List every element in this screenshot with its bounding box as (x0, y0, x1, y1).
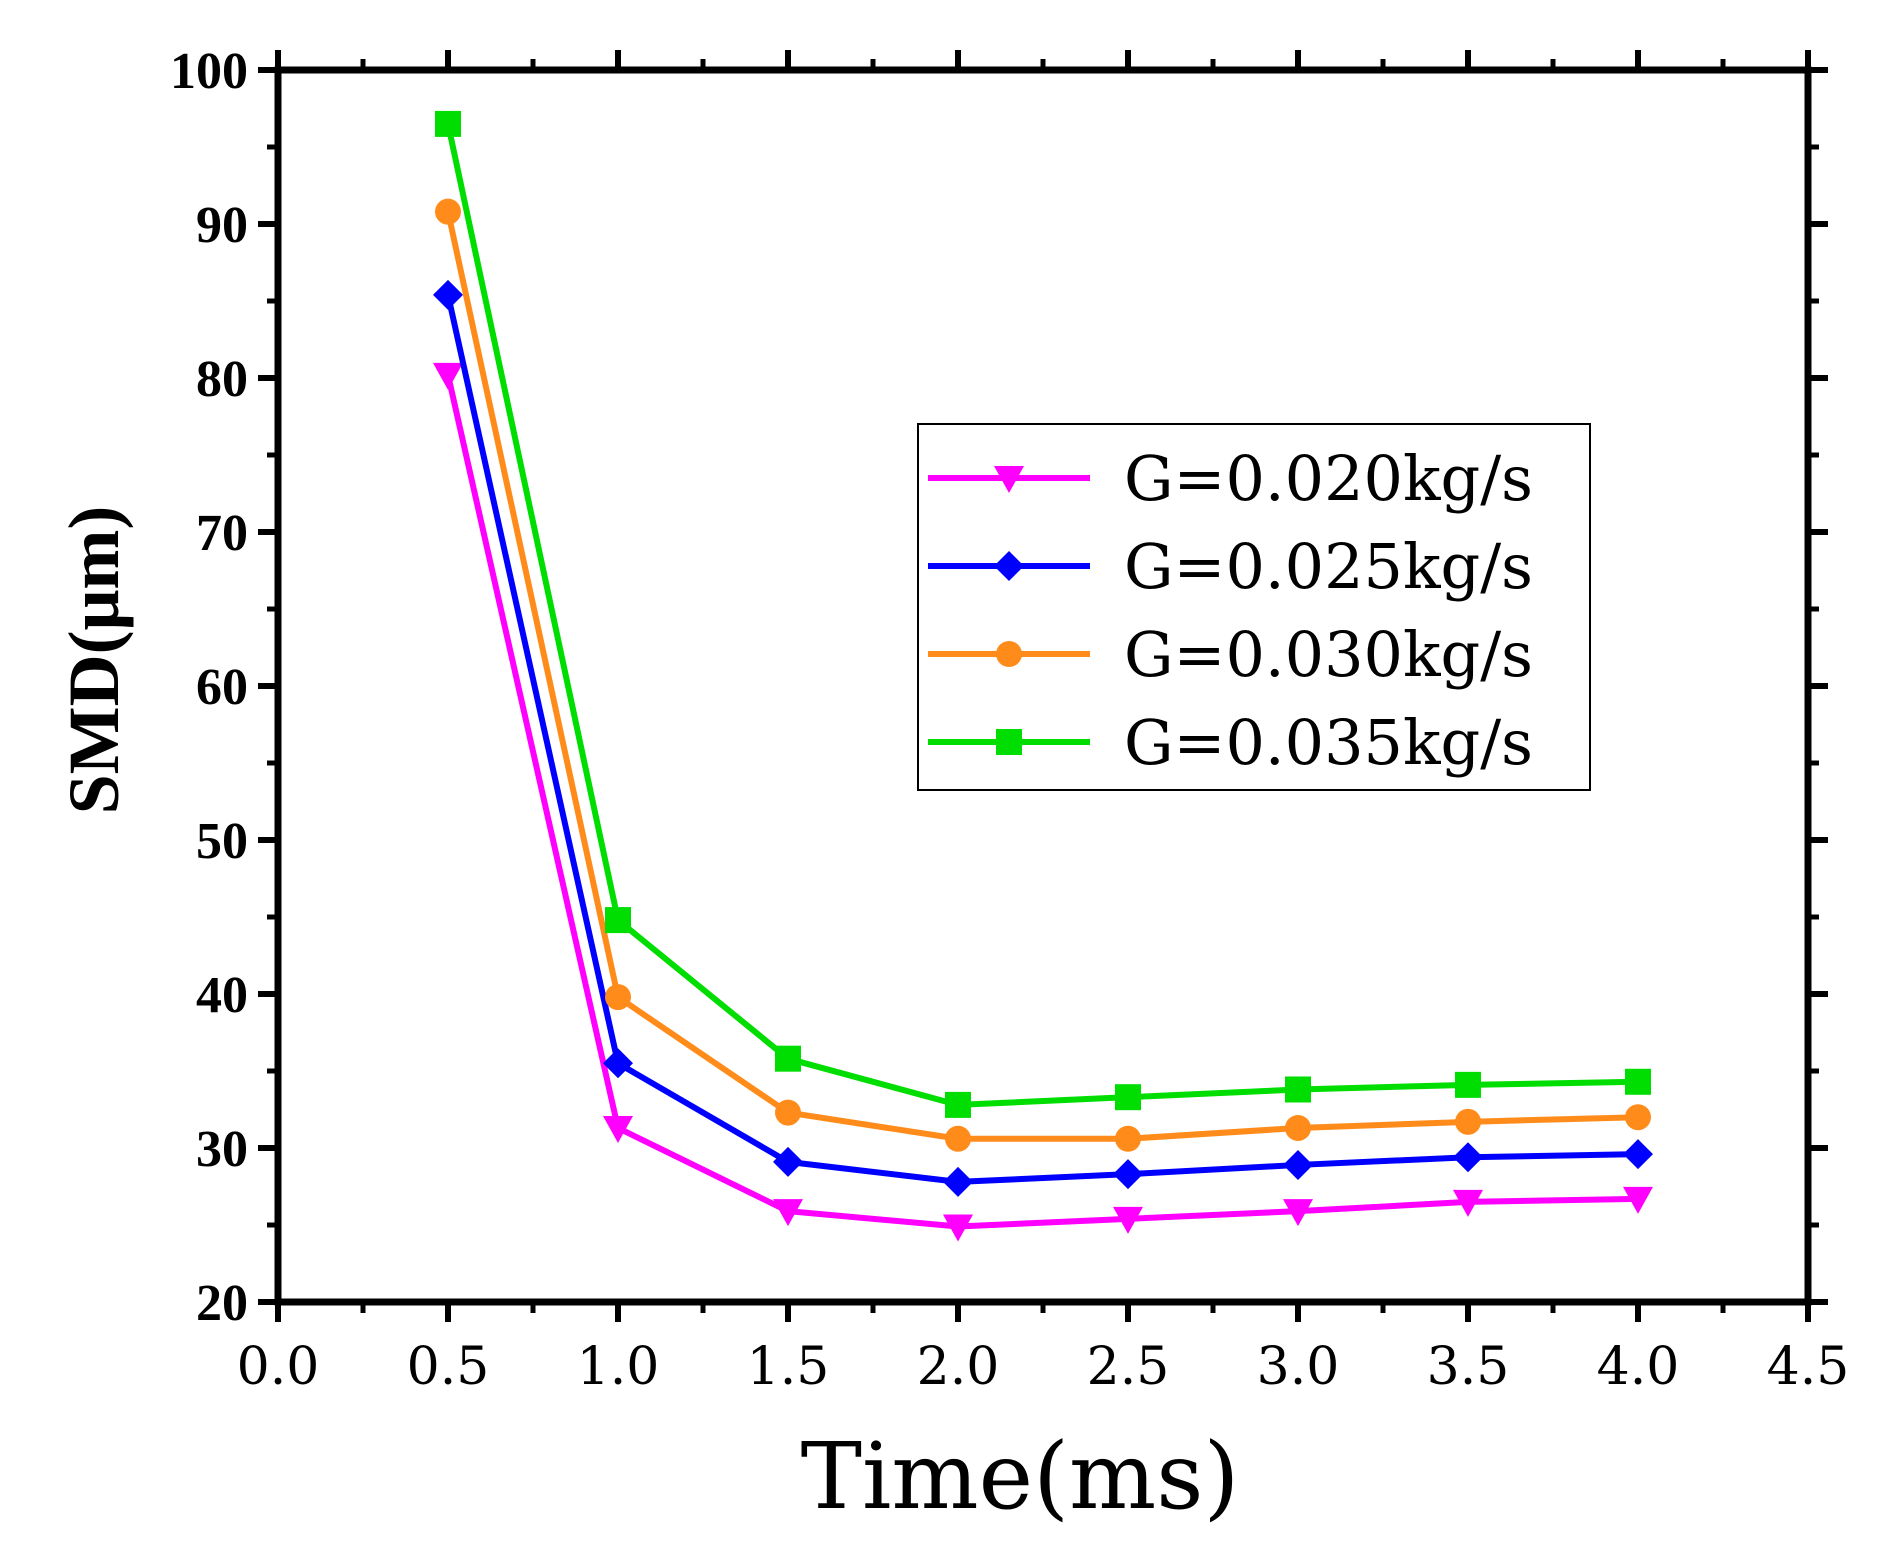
data-point (1113, 1159, 1143, 1190)
legend-label: G=0.035kg/s (1124, 706, 1533, 779)
legend-box (917, 423, 1591, 791)
axes: 0.0 0.5 1.0 1.5 2.0 2.5 3.0 3.5 4.0 4.5 20 30 40 50 60… (170, 43, 1849, 1397)
data-point (1453, 1189, 1483, 1217)
y-axis-label: SMD(μm) (54, 506, 134, 815)
legend-label: G=0.030kg/s (1124, 618, 1533, 691)
y-tick-label: 40 (196, 967, 248, 1024)
legend: G=0.020kg/s G=0.025kg/s G=0.030kg/s G=0.035… (917, 423, 1591, 791)
legend-entry: G=0.035kg/s (928, 706, 1533, 779)
legend-label: G=0.020kg/s (1124, 442, 1533, 515)
x-tick-label: 0.0 (237, 1337, 320, 1397)
data-point (945, 1125, 971, 1152)
data-point (1625, 1104, 1651, 1131)
x-tick-label: 4.0 (1597, 1337, 1680, 1397)
series-3 (435, 198, 1651, 1152)
y-tick-label: 90 (196, 197, 248, 254)
data-point (1285, 1076, 1311, 1103)
data-point (1623, 1139, 1653, 1170)
data-point (1283, 1149, 1313, 1180)
series-1 (433, 362, 1653, 1242)
y-tick-label: 30 (196, 1121, 248, 1178)
x-tick-label: 2.0 (917, 1337, 1000, 1397)
data-point (1115, 1084, 1141, 1111)
data-point (943, 1166, 973, 1197)
series-line (445, 211, 1639, 1142)
legend-entry: G=0.030kg/s (928, 618, 1533, 691)
y-tick-label: 80 (196, 351, 248, 408)
legend-marker (994, 466, 1024, 493)
data-point (605, 984, 631, 1011)
data-point (1453, 1142, 1483, 1173)
data-point (1623, 1186, 1653, 1214)
x-tick-label: 1.0 (577, 1337, 660, 1397)
data-point (1625, 1068, 1651, 1095)
series-line (445, 374, 1639, 1230)
series-line (445, 123, 1639, 1108)
y-tick-label: 20 (196, 1275, 248, 1332)
x-tick-label: 0.5 (407, 1337, 490, 1397)
legend-entry: G=0.020kg/s (928, 442, 1533, 515)
data-point (435, 110, 461, 137)
data-point (603, 1115, 633, 1143)
legend-marker (996, 729, 1022, 755)
data-point (433, 362, 463, 390)
data-point (433, 279, 463, 310)
series-4 (435, 110, 1651, 1118)
legend-entry: G=0.025kg/s (928, 530, 1533, 603)
data-point (1115, 1125, 1141, 1152)
data-point (435, 198, 461, 225)
data-point (605, 907, 631, 934)
series-2 (433, 279, 1653, 1197)
legend-label: G=0.025kg/s (1124, 530, 1533, 603)
data-point (1113, 1206, 1143, 1234)
series-line (445, 294, 1639, 1185)
x-tick-label: 1.5 (747, 1337, 830, 1397)
x-tick-label: 3.0 (1257, 1337, 1340, 1397)
data-point (1455, 1071, 1481, 1098)
x-axis-label: Time(ms) (801, 1423, 1240, 1530)
data-point (1455, 1108, 1481, 1135)
data-point (603, 1048, 633, 1079)
y-tick-label: 60 (196, 659, 248, 716)
data-point (1283, 1199, 1313, 1227)
x-tick-label: 3.5 (1427, 1337, 1510, 1397)
y-tick-label: 50 (196, 813, 248, 870)
y-tick-label: 100 (170, 43, 248, 100)
legend-marker (994, 551, 1024, 581)
data-point (775, 1099, 801, 1126)
data-point (945, 1091, 971, 1118)
legend-marker (996, 641, 1022, 667)
data-point (773, 1199, 803, 1227)
data-point (775, 1045, 801, 1072)
data-point (1285, 1114, 1311, 1141)
data-point (773, 1146, 803, 1177)
series-layer (433, 110, 1653, 1242)
x-tick-label: 4.5 (1767, 1337, 1850, 1397)
data-point (943, 1214, 973, 1242)
y-tick-label: 70 (196, 505, 248, 562)
x-tick-label: 2.5 (1087, 1337, 1170, 1397)
